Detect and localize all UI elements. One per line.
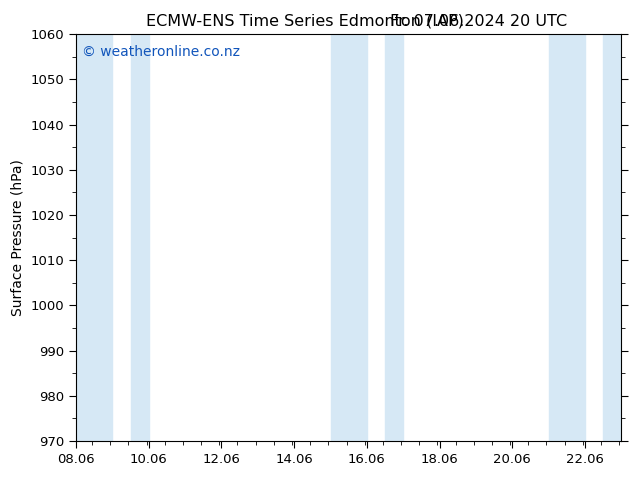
Bar	[385, 34, 403, 441]
Text: Fr. 07.06.2024 20 UTC: Fr. 07.06.2024 20 UTC	[390, 14, 567, 29]
Bar	[131, 34, 149, 441]
Bar	[330, 34, 367, 441]
Text: © weatheronline.co.nz: © weatheronline.co.nz	[82, 45, 240, 58]
Bar	[548, 34, 585, 441]
Text: ECMW-ENS Time Series Edmonton (IAP): ECMW-ENS Time Series Edmonton (IAP)	[146, 14, 464, 29]
Bar	[603, 34, 621, 441]
Y-axis label: Surface Pressure (hPa): Surface Pressure (hPa)	[11, 159, 25, 316]
Bar	[76, 34, 112, 441]
